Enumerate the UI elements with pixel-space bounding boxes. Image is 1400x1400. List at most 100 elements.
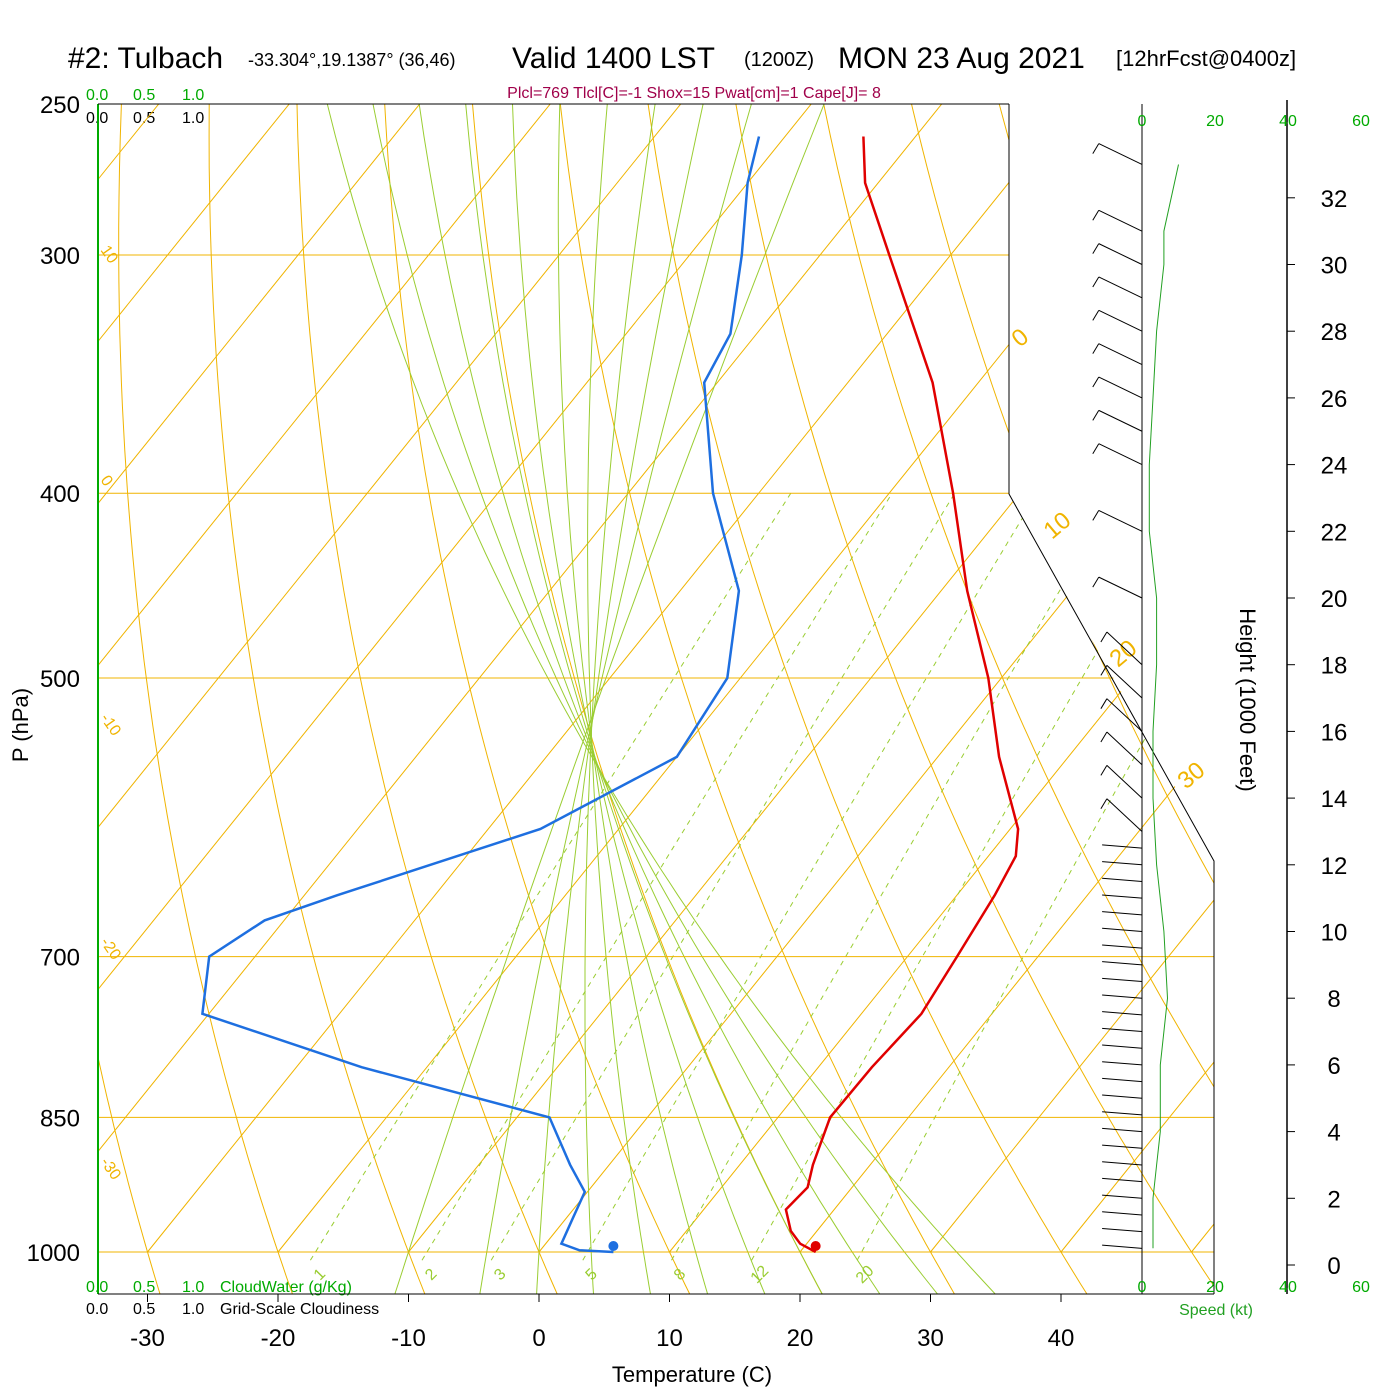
height-tick-label: 24	[1321, 453, 1348, 480]
wind-barb	[1098, 209, 1143, 232]
isotherm-line	[1191, 104, 1214, 1253]
mixing-ratio-line	[421, 492, 893, 1261]
wind-barb	[1098, 376, 1143, 399]
wind-barb	[1098, 276, 1143, 299]
wind-barb	[1098, 243, 1143, 265]
dry-adiabat-line	[98, 104, 163, 1294]
wind-barb	[1102, 944, 1143, 949]
cloudiness-tick-top: 0.5	[133, 110, 155, 127]
temperature-tick-label: -10	[391, 1325, 426, 1352]
isotherm-line	[98, 104, 1022, 1253]
wind-barb	[1098, 143, 1143, 165]
wind-barb-flag	[1100, 665, 1108, 676]
temperature-tick-label: -30	[130, 1325, 165, 1352]
wind-barb	[1102, 844, 1143, 849]
height-tick-label: 32	[1321, 186, 1348, 213]
wind-panel: 0246810121416182022242628303200202040406…	[1092, 100, 1370, 1296]
wind-barb	[1102, 1227, 1143, 1233]
temperature-tick-label: 10	[656, 1325, 683, 1352]
wind-barb	[1106, 664, 1143, 699]
wind-barb-flag	[1092, 243, 1100, 254]
wind-barb	[1102, 1061, 1143, 1066]
dry-adiabat-label: -20	[97, 935, 124, 964]
cloudiness-tick-bottom: 1.0	[182, 1301, 204, 1318]
speed-tick-label-bottom: 0	[1138, 1279, 1147, 1296]
dry-adiabat-label: -10	[97, 711, 124, 740]
dry-adiabat-label: 0	[97, 473, 116, 490]
moist-adiabat-line	[478, 104, 762, 1294]
wind-barb	[1102, 961, 1143, 966]
wind-barb	[1102, 894, 1143, 899]
wind-barb	[1102, 977, 1143, 983]
dry-adiabat-label: 10	[1039, 507, 1077, 545]
wind-barb	[1102, 1044, 1143, 1049]
dry-adiabat-line	[1163, 104, 1214, 1294]
wind-barb	[1102, 1144, 1143, 1149]
mixing-ratio-label: 12	[748, 1262, 773, 1287]
height-tick-label: 8	[1327, 986, 1340, 1013]
moist-adiabat-line	[462, 104, 827, 1294]
wind-barb-flag	[1100, 765, 1108, 776]
height-tick-label: 10	[1321, 920, 1348, 947]
height-tick-label: 12	[1321, 853, 1348, 880]
x-axis-title: Temperature (C)	[612, 1362, 772, 1387]
pressure-tick-label: 850	[40, 1105, 80, 1132]
isotherm-line	[98, 104, 500, 1253]
mixing-ratio-line	[671, 492, 1118, 1261]
wind-barb	[1106, 698, 1143, 732]
speed-tick-label-top: 0	[1138, 113, 1147, 130]
speed-tick-label-top: 40	[1279, 113, 1297, 130]
wind-barb-flag	[1100, 631, 1108, 643]
wind-barb-flag	[1092, 276, 1100, 288]
wind-barb	[1102, 1161, 1143, 1166]
wind-barb	[1102, 911, 1143, 916]
isotherm-line	[277, 104, 1214, 1253]
dry-adiabat-line	[642, 104, 1092, 1294]
pressure-tick-label: 300	[40, 243, 80, 270]
cloudwater-tick-bottom: 1.0	[182, 1279, 204, 1296]
pressure-tick-label: 400	[40, 481, 80, 508]
speed-axis-title: Speed (kt)	[1179, 1302, 1253, 1319]
background-lines	[98, 104, 1214, 1294]
wind-barb-flag	[1100, 698, 1108, 709]
cloudwater-tick-top: 0.0	[86, 87, 108, 104]
wind-barb	[1102, 1111, 1143, 1116]
wind-barb	[1098, 443, 1143, 466]
wind-barb	[1098, 409, 1143, 432]
mixing-ratio-line	[490, 492, 956, 1261]
dry-adiabat-line	[295, 104, 561, 1294]
wind-barb	[1102, 1194, 1143, 1199]
height-tick-label: 16	[1321, 719, 1348, 746]
isotherm-line	[147, 104, 1214, 1253]
wind-barb	[1102, 861, 1143, 866]
isotherm-line	[98, 104, 631, 1253]
wind-barb-flag	[1092, 376, 1100, 388]
wind-barb	[1102, 1027, 1143, 1033]
moist-adiabat-line	[366, 104, 943, 1294]
dry-adiabat-label: 30	[1173, 757, 1211, 795]
wind-barb-flag	[1092, 443, 1100, 454]
dry-adiabat-line	[118, 104, 296, 1294]
station-title: #2: Tulbach	[68, 42, 223, 75]
wind-barb	[1106, 631, 1143, 666]
mixing-ratio-label: 8	[671, 1266, 689, 1284]
height-tick-label: 0	[1327, 1253, 1340, 1280]
height-tick-label: 2	[1327, 1186, 1340, 1213]
isotherm-line	[98, 104, 892, 1253]
forecast-label: [12hrFcst@0400z]	[1116, 46, 1296, 71]
height-tick-label: 6	[1327, 1053, 1340, 1080]
mixing-ratio-line	[582, 492, 1038, 1261]
right-frame-line	[1008, 104, 1215, 1294]
cloudwater-tick-top: 1.0	[182, 87, 204, 104]
utc-time: (1200Z)	[744, 49, 814, 71]
valid-date: MON 23 Aug 2021	[838, 42, 1085, 75]
wind-barb	[1102, 994, 1143, 999]
valid-time: Valid 1400 LST	[512, 42, 715, 75]
isotherm-line	[1060, 104, 1214, 1253]
wind-barb	[1098, 576, 1143, 599]
wind-barb-flag	[1092, 410, 1100, 421]
wind-barb	[1098, 343, 1143, 366]
pressure-tick-label: 250	[40, 92, 80, 119]
isotherm-line	[98, 104, 1153, 1253]
